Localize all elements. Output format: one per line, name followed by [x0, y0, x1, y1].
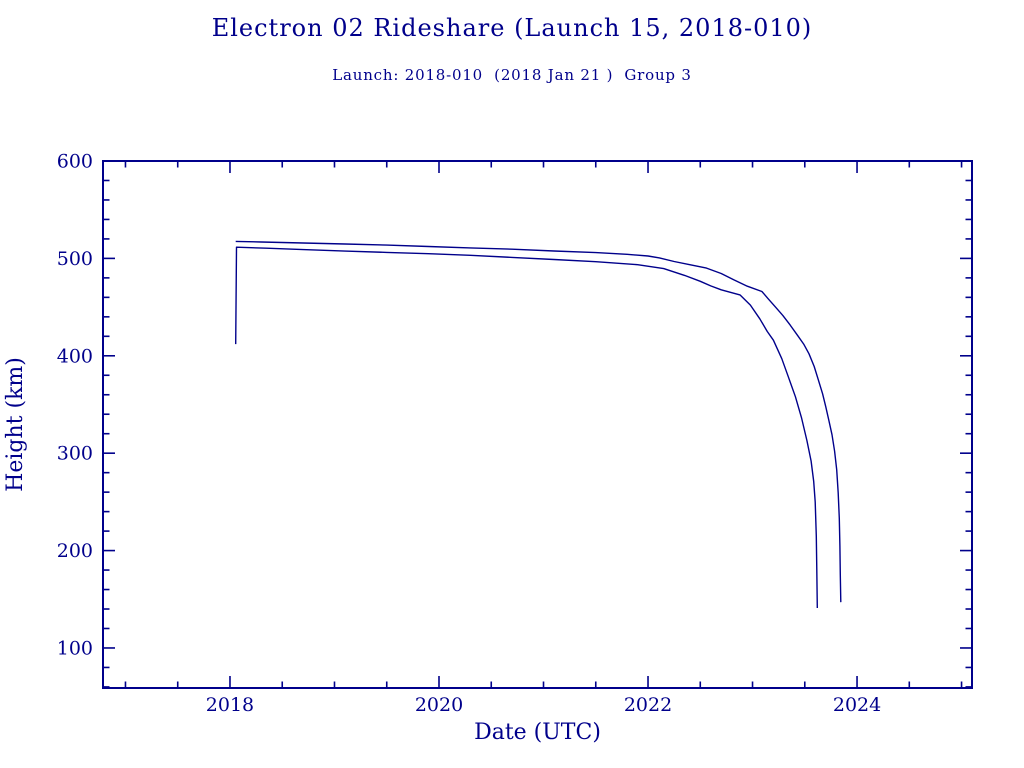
y-axis-label: Height (km) [3, 357, 28, 492]
y-tick-label: 100 [57, 637, 93, 659]
y-tick-label: 400 [57, 345, 93, 367]
series-apogee-line [235, 240, 842, 603]
plot-border [102, 160, 973, 689]
x-tick-label: 2018 [206, 694, 254, 716]
chart-title: Electron 02 Rideshare (Launch 15, 2018-0… [211, 14, 813, 42]
y-tick-label: 600 [57, 151, 93, 173]
y-tick-label: 200 [57, 540, 93, 562]
y-tick-label: 500 [57, 248, 93, 270]
chart-subtitle: Launch: 2018-010 (2018 Jan 21 ) Group 3 [332, 66, 692, 84]
y-tick-label: 300 [57, 443, 93, 465]
x-axis-label: Date (UTC) [474, 720, 601, 745]
axis-ticks [103, 160, 972, 688]
plot-frame [102, 160, 973, 689]
x-tick-label: 2024 [833, 694, 881, 716]
axis-tick-labels: 2018 2020 2022 2024 100 200 300 400 500 600 [57, 151, 881, 717]
x-tick-label: 2022 [624, 694, 672, 716]
x-tick-label: 2020 [415, 694, 463, 716]
series-perigee-line [235, 246, 818, 609]
data-series [235, 240, 842, 609]
